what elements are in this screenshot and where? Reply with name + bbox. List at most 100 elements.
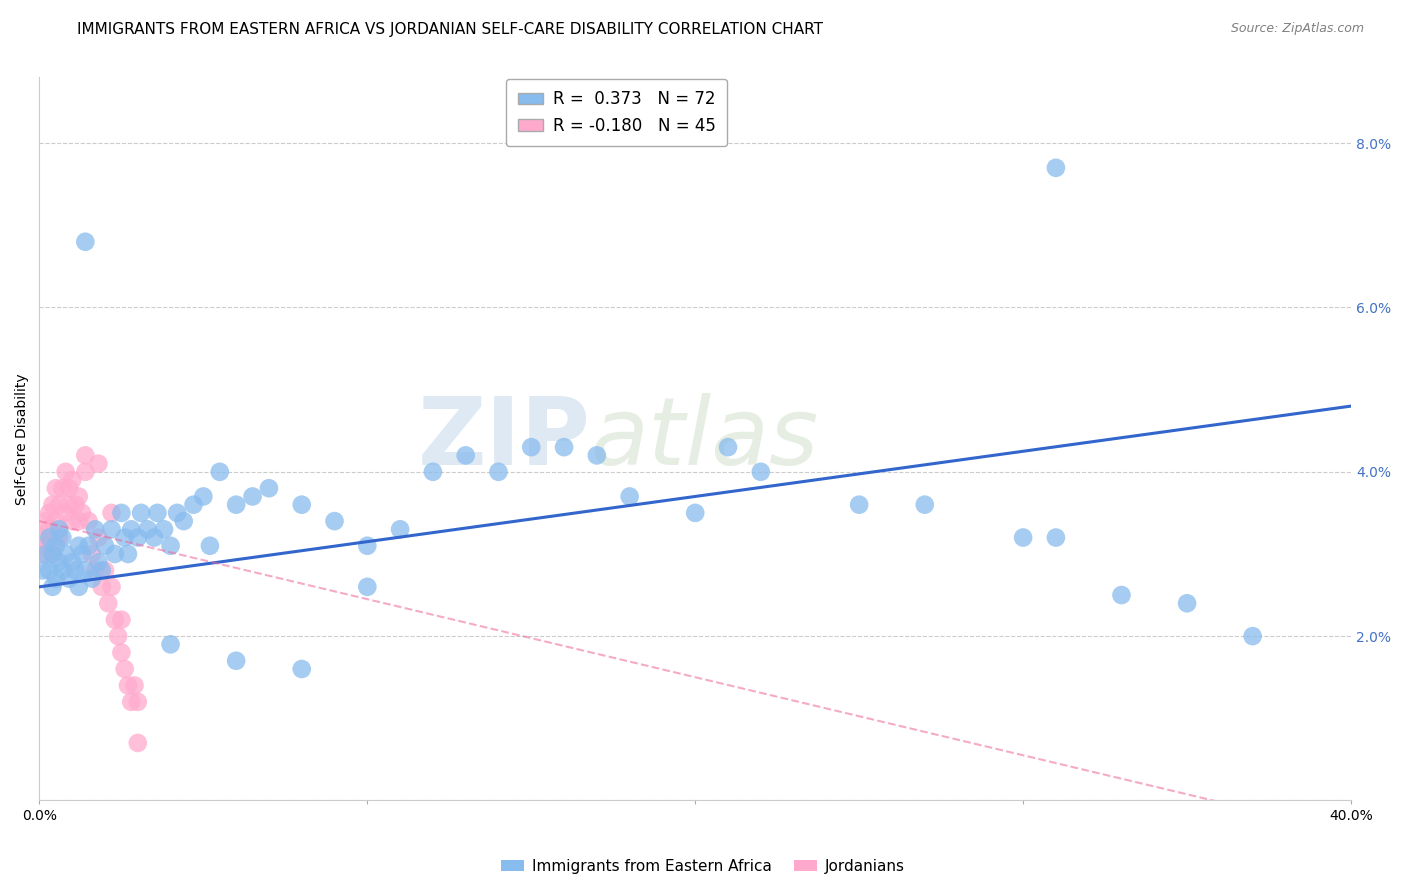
Point [41,498,63,512]
Point [110,506,132,520]
Point [94,563,117,577]
Point [143,531,166,545]
Point [136,522,159,536]
Point [159,539,181,553]
Point [31,547,53,561]
Point [41,580,63,594]
Point [257,481,280,495]
Point [1241,629,1264,643]
Point [58,481,80,495]
Point [58,498,80,512]
Point [60,555,83,569]
Point [87,457,110,471]
Point [87,555,110,569]
Point [104,547,127,561]
Point [45,539,67,553]
Point [124,678,146,692]
Point [35,514,58,528]
Point [208,465,231,479]
Point [48,531,70,545]
Point [173,514,195,528]
Point [75,235,97,249]
Point [75,449,97,463]
Y-axis label: Self-Care Disability: Self-Care Disability [15,373,30,505]
Point [90,563,112,577]
Point [45,481,67,495]
Point [65,563,87,577]
Point [97,596,120,610]
Point [717,440,740,454]
Point [55,465,77,479]
Point [553,440,575,454]
Point [51,531,73,545]
Point [48,498,70,512]
Point [84,522,107,536]
Point [90,580,112,594]
Point [100,580,122,594]
Point [31,563,53,577]
Point [45,514,67,528]
Point [38,563,60,577]
Point [38,522,60,536]
Point [55,547,77,561]
Point [389,522,412,536]
Point [70,547,93,561]
Point [848,498,870,512]
Point [60,514,83,528]
Point [65,498,87,512]
Legend: R =  0.373   N = 72, R = -0.180   N = 45: R = 0.373 N = 72, R = -0.180 N = 45 [506,78,727,146]
Point [166,506,188,520]
Point [1045,531,1067,545]
Point [146,506,169,520]
Point [153,522,176,536]
Point [198,539,221,553]
Point [48,555,70,569]
Point [45,572,67,586]
Point [183,498,205,512]
Point [75,563,97,577]
Point [100,522,122,536]
Point [323,514,346,528]
Point [77,514,100,528]
Point [107,629,129,643]
Point [94,539,117,553]
Point [127,695,149,709]
Point [159,637,181,651]
Point [127,531,149,545]
Point [117,678,139,692]
Point [70,506,93,520]
Point [87,531,110,545]
Point [41,547,63,561]
Point [80,572,103,586]
Point [84,563,107,577]
Point [114,531,136,545]
Point [41,547,63,561]
Point [38,531,60,545]
Point [67,539,90,553]
Point [1012,531,1035,545]
Text: Source: ZipAtlas.com: Source: ZipAtlas.com [1230,22,1364,36]
Point [51,481,73,495]
Point [193,490,215,504]
Point [356,580,378,594]
Point [488,465,510,479]
Point [31,531,53,545]
Point [67,490,90,504]
Point [619,490,641,504]
Legend: Immigrants from Eastern Africa, Jordanians: Immigrants from Eastern Africa, Jordania… [495,853,911,880]
Point [291,498,314,512]
Point [75,465,97,479]
Point [120,695,142,709]
Point [67,514,90,528]
Point [58,572,80,586]
Point [242,490,264,504]
Point [114,662,136,676]
Point [291,662,314,676]
Point [225,654,247,668]
Text: ZIP: ZIP [418,393,591,485]
Point [55,506,77,520]
Point [60,473,83,487]
Point [35,539,58,553]
Point [67,580,90,594]
Point [356,539,378,553]
